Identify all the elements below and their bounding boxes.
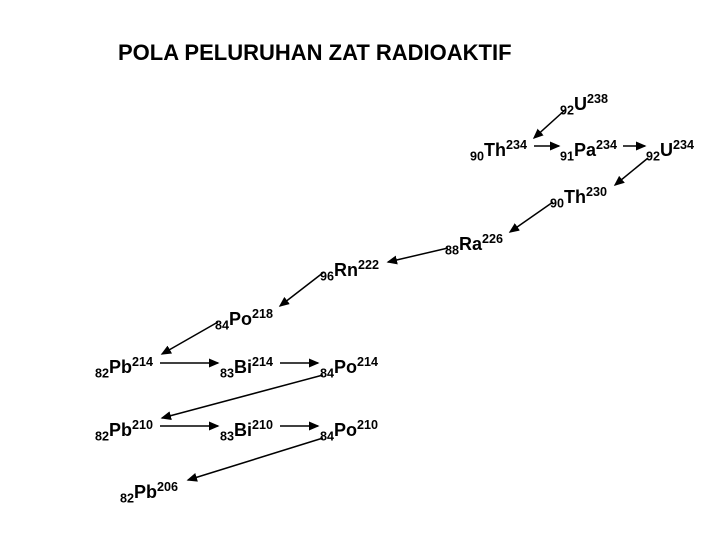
element-symbol: Th <box>564 187 586 207</box>
mass-number: 214 <box>252 355 273 369</box>
mass-number: 222 <box>358 258 379 272</box>
element-symbol: U <box>660 140 673 160</box>
element-symbol: Rn <box>334 260 358 280</box>
mass-number: 206 <box>157 480 178 494</box>
nuclide-rn222: 96Rn222 <box>320 258 379 284</box>
arrow-po218-to-pb214 <box>162 322 218 354</box>
nuclide-pb214: 82Pb214 <box>95 355 153 381</box>
atomic-number: 90 <box>550 197 564 211</box>
mass-number: 210 <box>252 418 273 432</box>
atomic-number: 84 <box>215 319 229 333</box>
mass-number: 218 <box>252 307 273 321</box>
mass-number: 230 <box>586 185 607 199</box>
nuclide-pa234: 91Pa234 <box>560 138 617 164</box>
nuclide-po218: 84Po218 <box>215 307 273 333</box>
arrow-th230-to-ra226 <box>510 202 553 232</box>
element-symbol: Pb <box>109 357 132 377</box>
mass-number: 234 <box>596 138 617 152</box>
nuclide-th230: 90Th230 <box>550 185 607 211</box>
element-symbol: Po <box>229 309 252 329</box>
nuclide-po214: 84Po214 <box>320 355 378 381</box>
atomic-number: 83 <box>220 430 234 444</box>
nuclide-u238: 92U238 <box>560 92 608 118</box>
element-symbol: Pa <box>574 140 596 160</box>
nuclide-ra226: 88Ra226 <box>445 232 503 258</box>
atomic-number: 92 <box>646 150 660 164</box>
element-symbol: Th <box>484 140 506 160</box>
mass-number: 214 <box>132 355 153 369</box>
element-symbol: Bi <box>234 357 252 377</box>
element-symbol: Pb <box>109 420 132 440</box>
page-title: POLA PELURUHAN ZAT RADIOAKTIF <box>118 40 512 66</box>
element-symbol: U <box>574 94 587 114</box>
mass-number: 234 <box>673 138 694 152</box>
atomic-number: 84 <box>320 367 334 381</box>
arrow-po214-to-pb210 <box>162 375 323 418</box>
atomic-number: 91 <box>560 150 574 164</box>
atomic-number: 83 <box>220 367 234 381</box>
nuclide-u234: 92U234 <box>646 138 694 164</box>
atomic-number: 82 <box>95 430 109 444</box>
element-symbol: Pb <box>134 482 157 502</box>
arrow-u234-to-th230 <box>615 158 648 185</box>
arrow-ra226-to-rn222 <box>388 248 448 262</box>
atomic-number: 82 <box>95 367 109 381</box>
nuclide-po210: 84Po210 <box>320 418 378 444</box>
nuclide-bi214: 83Bi214 <box>220 355 273 381</box>
arrow-po210-to-pb206 <box>188 438 323 480</box>
nuclide-th234: 90Th234 <box>470 138 527 164</box>
element-symbol: Bi <box>234 420 252 440</box>
atomic-number: 84 <box>320 430 334 444</box>
element-symbol: Po <box>334 420 357 440</box>
mass-number: 214 <box>357 355 378 369</box>
atomic-number: 88 <box>445 244 459 258</box>
element-symbol: Po <box>334 357 357 377</box>
arrow-rn222-to-po218 <box>280 272 324 306</box>
nuclide-pb210: 82Pb210 <box>95 418 153 444</box>
mass-number: 210 <box>132 418 153 432</box>
mass-number: 238 <box>587 92 608 106</box>
nuclide-bi210: 83Bi210 <box>220 418 273 444</box>
mass-number: 234 <box>506 138 527 152</box>
atomic-number: 90 <box>470 150 484 164</box>
nuclide-pb206: 82Pb206 <box>120 480 178 506</box>
atomic-number: 82 <box>120 492 134 506</box>
atomic-number: 96 <box>320 270 334 284</box>
mass-number: 226 <box>482 232 503 246</box>
element-symbol: Ra <box>459 234 482 254</box>
atomic-number: 92 <box>560 104 574 118</box>
mass-number: 210 <box>357 418 378 432</box>
